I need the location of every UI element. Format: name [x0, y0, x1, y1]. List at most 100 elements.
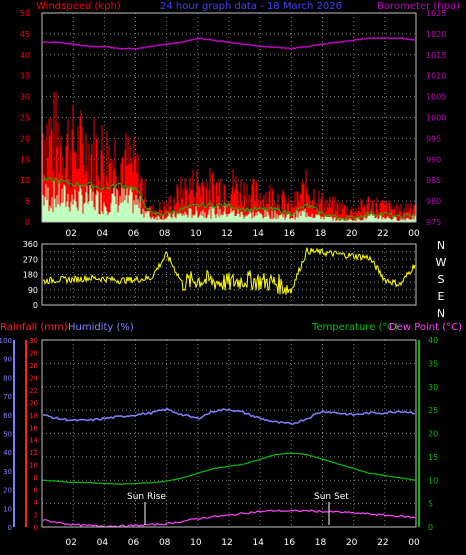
- rain-ytick: 12: [29, 449, 38, 457]
- humidity-ytick: 90: [3, 356, 12, 364]
- wind-xtick: 16: [284, 229, 296, 239]
- barometer-label: Barometer (hpa): [377, 1, 460, 12]
- wind-ytick: 25: [20, 114, 30, 123]
- wind-frame: [41, 12, 417, 223]
- wind-xtick: 06: [128, 229, 140, 239]
- wind-xtick: 04: [97, 229, 109, 239]
- baro-ytick: 1000: [426, 114, 446, 123]
- humidity-ytick: 0: [8, 524, 12, 532]
- baro-ytick: 1025: [426, 9, 446, 18]
- wind-barometer-panel: 0510152025303540455097598098599099510001…: [20, 9, 447, 239]
- rain-ytick: 24: [29, 374, 38, 382]
- rain-ytick: 10: [29, 462, 38, 470]
- rain-ytick: 22: [29, 387, 38, 395]
- rain-ytick: 30: [29, 337, 38, 345]
- baro-ytick: 975: [426, 218, 441, 227]
- humidity-ytick: 40: [3, 449, 12, 457]
- wind-ytick: 10: [20, 176, 30, 185]
- compass-w: W: [436, 256, 447, 269]
- barometer-line: [42, 36, 415, 50]
- temperature-line: [42, 452, 416, 485]
- humidity-ytick: 100: [0, 337, 12, 345]
- baro-ytick: 1020: [426, 30, 446, 39]
- dir-ytick: 90: [28, 286, 38, 295]
- wind-ytick: 35: [20, 72, 30, 81]
- humidity-label: Humidity (%): [68, 322, 134, 333]
- baro-ytick: 1005: [426, 93, 446, 102]
- temp-frame: [41, 339, 417, 528]
- wind-ytick: 45: [20, 30, 30, 39]
- wind-ytick: 50: [20, 9, 30, 18]
- compass-s: S: [438, 273, 445, 286]
- rain-ytick: 6: [34, 487, 39, 495]
- wind-ytick: 30: [20, 93, 30, 102]
- temp-ytick: 10: [428, 476, 438, 485]
- wind-xtick: 22: [377, 229, 388, 239]
- rain-ytick: 16: [29, 424, 38, 432]
- wind-xtick: 10: [190, 229, 202, 239]
- compass-n-bottom: N: [437, 307, 445, 320]
- baro-ytick: 990: [426, 155, 441, 164]
- temp-xtick: 06: [128, 538, 140, 548]
- temp-xtick: 18: [315, 538, 327, 548]
- wind-xtick: 12: [221, 229, 232, 239]
- wind-xtick: 08: [159, 229, 171, 239]
- wind-average-line: [42, 176, 416, 222]
- temp-xtick: 10: [190, 538, 202, 548]
- wind-xtick: 20: [346, 229, 358, 239]
- humidity-ytick: 70: [3, 393, 12, 401]
- temp-xtick: 20: [346, 538, 358, 548]
- temp-ytick: 0: [428, 523, 433, 532]
- dir-frame: [41, 243, 417, 306]
- compass-n-top: N: [437, 239, 445, 252]
- dewpoint-label: Dew Point (°C): [389, 322, 462, 333]
- rain-ytick: 14: [29, 437, 38, 445]
- humidity-ytick: 60: [3, 412, 12, 420]
- temp-humidity-panel: 0102030405060708090100024681012141618202…: [0, 336, 438, 548]
- chart-title: 24 hour graph data - 18 March 2026: [160, 1, 342, 12]
- temp-xtick: 14: [252, 538, 264, 548]
- temp-ytick: 40: [428, 336, 438, 345]
- wind-xtick: 02: [65, 229, 76, 239]
- dir-ytick: 270: [23, 255, 38, 264]
- rain-ytick: 20: [29, 399, 38, 407]
- wind-direction-panel: 0 90 180 270 360: [23, 240, 417, 310]
- rain-ytick: 8: [34, 474, 38, 482]
- temp-ytick: 15: [428, 453, 438, 462]
- rain-ytick: 0: [34, 524, 38, 532]
- dir-ytick: 180: [23, 271, 38, 280]
- rain-ytick: 28: [29, 349, 38, 357]
- windspeed-label: Windspeed (kph): [36, 1, 121, 12]
- rainfall-label: Rainfall (mm): [0, 322, 68, 333]
- baro-ytick: 980: [426, 197, 441, 206]
- wind-ytick: 20: [20, 134, 30, 143]
- temperature-label: Temperature (°C): [311, 322, 398, 333]
- temp-ytick: 25: [428, 406, 438, 415]
- humidity-ytick: 20: [3, 487, 12, 495]
- baro-ytick: 995: [426, 134, 441, 143]
- temp-xtick: 16: [284, 538, 296, 548]
- wind-ytick: 15: [20, 155, 30, 164]
- dir-ytick: 0: [33, 301, 38, 310]
- compass-e: E: [438, 290, 445, 303]
- rain-ytick: 2: [34, 512, 38, 520]
- rain-ytick: 4: [34, 499, 39, 507]
- temp-xtick: 02: [65, 538, 76, 548]
- humidity-ytick: 50: [3, 431, 12, 439]
- humidity-ytick: 30: [3, 468, 12, 476]
- temp-xtick: 08: [159, 538, 171, 548]
- temp-xtick: 04: [97, 538, 109, 548]
- temp-ytick: 20: [428, 430, 438, 439]
- wind-ytick: 0: [25, 218, 30, 227]
- temp-ytick: 30: [428, 383, 438, 392]
- baro-ytick: 1010: [426, 72, 446, 81]
- temp-xtick: 00: [408, 538, 420, 548]
- temp-xtick: 22: [377, 538, 388, 548]
- humidity-ytick: 10: [3, 505, 12, 513]
- wind-ytick: 5: [25, 197, 30, 206]
- wind-xtick: 18: [315, 229, 327, 239]
- rain-ytick: 26: [29, 362, 38, 370]
- wind-xtick: 00: [408, 229, 420, 239]
- sunrise-label: Sun Rise: [127, 492, 166, 502]
